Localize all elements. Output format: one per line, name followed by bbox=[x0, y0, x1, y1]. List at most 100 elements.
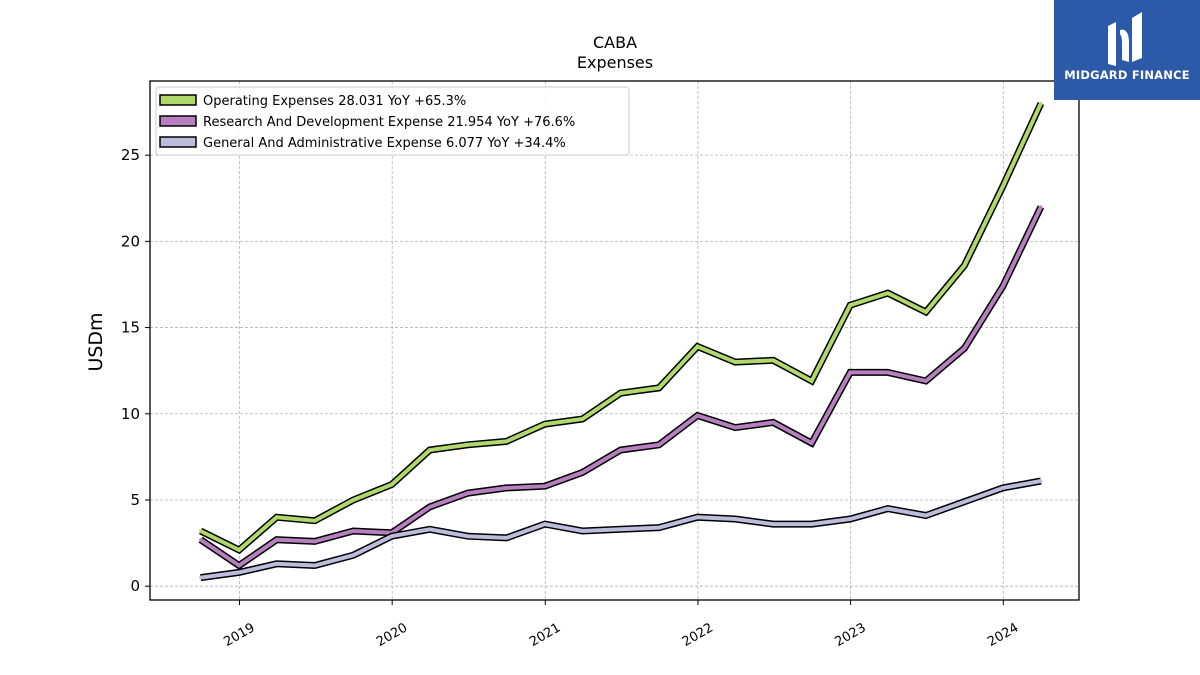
series-layer bbox=[198, 101, 1045, 582]
data-point bbox=[466, 443, 470, 447]
data-point bbox=[810, 441, 814, 445]
data-point bbox=[199, 576, 203, 580]
data-point bbox=[275, 562, 279, 566]
data-point bbox=[543, 484, 547, 488]
data-point bbox=[428, 505, 432, 509]
x-tick-label: 2023 bbox=[832, 620, 868, 650]
tick-layer: 0 5 10 15 20 25 2019 2020 2021 2022 2023 2024 bbox=[121, 146, 1021, 650]
legend-label: General And Administrative Expense 6.077… bbox=[203, 136, 566, 151]
data-point bbox=[504, 536, 508, 540]
data-point bbox=[543, 422, 547, 426]
data-point bbox=[351, 553, 355, 557]
data-point bbox=[428, 448, 432, 452]
data-point bbox=[581, 417, 584, 421]
x-tick-label: 2020 bbox=[374, 620, 410, 650]
data-point bbox=[886, 370, 890, 374]
data-point bbox=[696, 345, 699, 348]
data-point bbox=[962, 264, 966, 267]
chart-subtitle: Expenses bbox=[577, 53, 653, 72]
data-point bbox=[390, 483, 394, 486]
data-point bbox=[886, 507, 890, 511]
y-tick-label: 15 bbox=[121, 319, 140, 337]
data-point bbox=[313, 519, 317, 523]
x-tick-label: 2024 bbox=[985, 620, 1021, 650]
data-point bbox=[733, 426, 737, 430]
data-point bbox=[504, 486, 508, 490]
data-point bbox=[924, 379, 928, 383]
data-point bbox=[1001, 486, 1005, 490]
data-point bbox=[466, 491, 470, 495]
legend: Operating Expenses 28.031 YoY +65.3% Rese… bbox=[155, 86, 630, 156]
data-point bbox=[696, 414, 699, 417]
data-point bbox=[848, 370, 852, 374]
data-point bbox=[581, 529, 584, 533]
data-point bbox=[848, 517, 852, 521]
brand-logo: MIDGARD FINANCE bbox=[1054, 0, 1200, 100]
legend-swatch bbox=[159, 94, 197, 106]
data-point bbox=[657, 386, 661, 390]
legend-frame bbox=[155, 86, 630, 156]
data-point bbox=[696, 515, 699, 519]
data-point bbox=[962, 346, 966, 350]
data-point bbox=[275, 515, 279, 519]
y-tick-label: 25 bbox=[121, 146, 140, 164]
data-point bbox=[810, 379, 814, 383]
data-point bbox=[351, 529, 355, 533]
data-point bbox=[771, 358, 775, 362]
data-point bbox=[733, 360, 737, 364]
y-tick-label: 20 bbox=[121, 232, 140, 250]
data-point bbox=[619, 391, 623, 395]
data-point bbox=[657, 443, 661, 447]
data-point bbox=[199, 529, 203, 533]
data-point bbox=[1039, 205, 1043, 209]
data-point bbox=[733, 517, 737, 521]
data-point bbox=[886, 291, 890, 295]
data-point bbox=[619, 448, 623, 452]
y-tick-label: 10 bbox=[121, 405, 140, 423]
data-point bbox=[924, 514, 928, 517]
data-point bbox=[237, 564, 241, 567]
data-point bbox=[313, 539, 317, 543]
data-point bbox=[619, 527, 623, 531]
data-point bbox=[771, 522, 775, 526]
series-line-0 bbox=[199, 102, 1043, 553]
data-point bbox=[848, 303, 852, 307]
x-tick-label: 2022 bbox=[680, 620, 716, 650]
data-point bbox=[1001, 184, 1005, 188]
data-point bbox=[1039, 101, 1043, 105]
data-point bbox=[810, 522, 814, 526]
data-point bbox=[543, 522, 547, 526]
midgard-logo-icon bbox=[1108, 12, 1142, 66]
data-point bbox=[237, 570, 241, 574]
legend-label: Operating Expenses 28.031 YoY +65.3% bbox=[203, 94, 466, 109]
y-tick-label: 0 bbox=[130, 577, 140, 595]
data-point bbox=[351, 498, 355, 502]
data-point bbox=[657, 526, 661, 530]
data-point bbox=[581, 470, 584, 474]
y-axis-label: USDm bbox=[85, 312, 107, 371]
data-point bbox=[428, 527, 432, 531]
series-outline bbox=[199, 101, 1045, 555]
y-tick-label: 5 bbox=[130, 491, 140, 509]
data-point bbox=[313, 564, 317, 567]
grid-layer bbox=[150, 81, 1079, 600]
data-point bbox=[504, 439, 508, 443]
chart-title: CABA bbox=[593, 33, 637, 52]
data-point bbox=[466, 534, 470, 538]
data-point bbox=[390, 534, 394, 538]
legend-swatch bbox=[159, 115, 197, 127]
data-point bbox=[771, 420, 775, 424]
x-tick-label: 2019 bbox=[221, 620, 257, 650]
data-point bbox=[1001, 284, 1005, 288]
data-point bbox=[199, 538, 203, 542]
x-tick-label: 2021 bbox=[527, 620, 563, 650]
legend-label: Research And Development Expense 21.954 … bbox=[203, 115, 575, 130]
data-point bbox=[924, 310, 928, 314]
data-point bbox=[237, 548, 241, 552]
plot-frame bbox=[149, 80, 1080, 601]
brand-name: MIDGARD FINANCE bbox=[1064, 68, 1190, 82]
data-point bbox=[275, 538, 279, 542]
data-point bbox=[1039, 479, 1043, 483]
legend-swatch bbox=[159, 136, 197, 148]
